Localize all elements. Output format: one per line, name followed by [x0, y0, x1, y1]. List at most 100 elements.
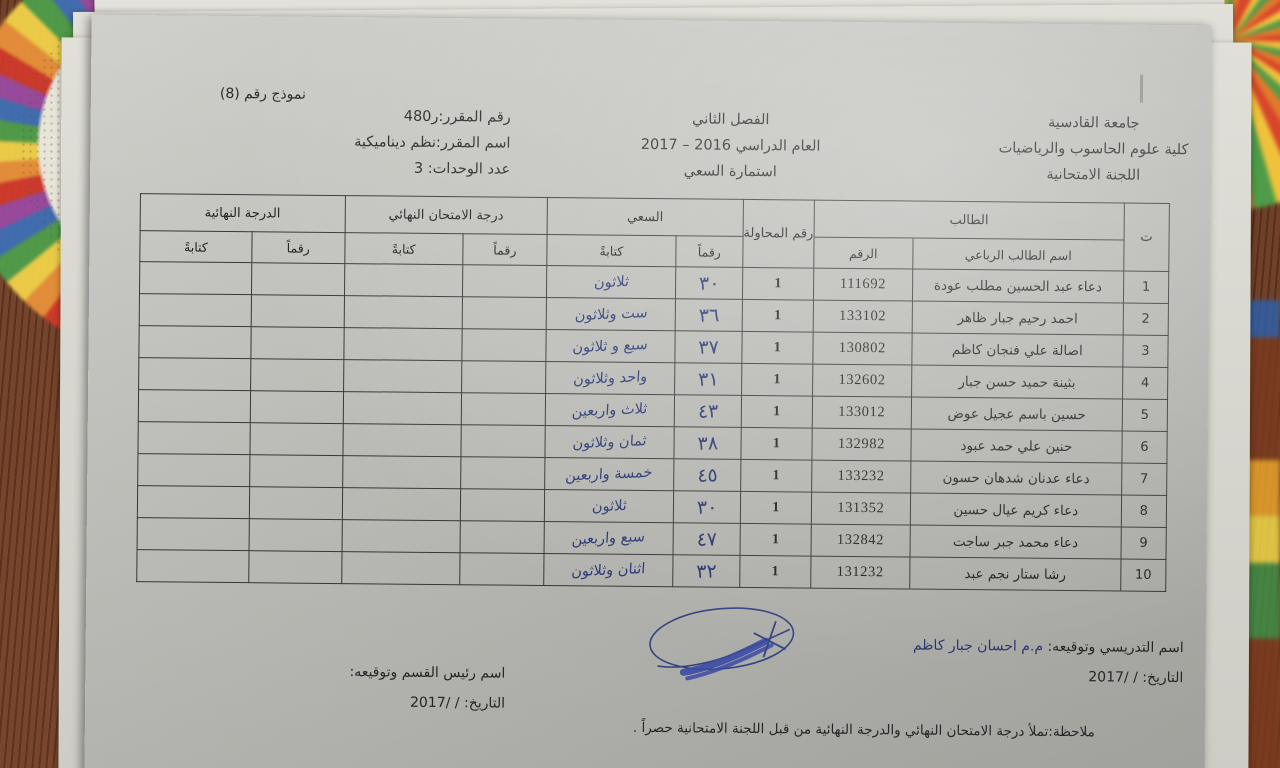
cell-student-name: بثينة حميد حسن جبار: [911, 365, 1123, 400]
cell-final-grade-written: [138, 325, 252, 359]
col-subheader-final-grade-numeric: رقماً: [251, 231, 345, 264]
col-header-coursework: السعي: [547, 197, 744, 237]
cell-final-grade-numeric: [248, 550, 342, 584]
cell-final-grade-written: [137, 485, 250, 519]
cell-coursework-numeric-ink: ٣٧: [697, 335, 719, 359]
cell-final-exam-written: [342, 423, 462, 457]
cell-coursework-numeric-ink: ٣٦: [698, 303, 720, 327]
footer-head-date-value: / /2017: [409, 694, 460, 712]
cell-student-name: دعاء عدنان شدهان حسون: [910, 461, 1122, 496]
col-subheader-coursework-numeric: رقماً: [675, 235, 743, 268]
cell-final-grade-numeric: [251, 294, 345, 328]
cell-coursework-numeric: ٣٦: [675, 298, 743, 332]
cell-coursework-written: واحد وثلاثون: [545, 361, 675, 395]
cell-final-grade-numeric: [249, 454, 343, 488]
cell-final-exam-written: [341, 519, 461, 553]
col-header-student: الطالب: [813, 200, 1125, 241]
header-credit-units: عدد الوحدات: 3: [413, 160, 511, 178]
footer-note: ملاحظة:تملأ درجة الامتحان النهائي والدرج…: [632, 719, 1095, 741]
cell-final-exam-written: [343, 295, 463, 329]
footer-teacher-value: م.م احسان جبار كاظم: [912, 637, 1044, 655]
cell-attempt: 1: [741, 331, 813, 365]
cell-student-id: 133012: [812, 396, 912, 430]
col-subheader-coursework-written: كتابةً: [546, 234, 677, 267]
cell-coursework-written-ink: خمسة واربعين: [565, 464, 654, 485]
cell-coursework-written: ثمان وثلاثون: [544, 425, 675, 459]
footer-teacher-label: اسم التدريسي وتوقيعه:: [1047, 638, 1184, 657]
header-semester: الفصل الثاني: [692, 111, 770, 129]
cell-seq: 2: [1122, 303, 1169, 336]
paper-edge-mark: [1139, 74, 1144, 103]
cell-coursework-written: ثلاثون: [544, 489, 674, 523]
footer-head-label: اسم رئيس القسم وتوقيعه:: [349, 664, 506, 682]
cell-final-grade-written: [136, 549, 250, 583]
cell-student-id: 133232: [811, 460, 911, 494]
grades-table: ت الطالب رقم المحاولة السعي درجة الامتحا…: [136, 193, 1170, 592]
cell-final-exam-numeric: [460, 488, 545, 522]
cell-coursework-written: ثلاث واربعين: [545, 393, 675, 427]
cell-final-grade-numeric: [249, 422, 343, 456]
cell-coursework-numeric-ink: ٤٧: [696, 527, 718, 551]
footer-head-block: اسم رئيس القسم وتوقيعه: التاريخ: / /2017: [349, 657, 505, 718]
footer-teacher-date-label: التاريخ:: [1142, 669, 1184, 687]
grades-table-body: 1 دعاء عبد الحسين مطلب عودة 111692 1 ٣٠ ثلاثو…: [136, 261, 1169, 592]
header-institution-block: جامعة القادسية كلية علوم الحاسوب والرياض…: [998, 109, 1189, 189]
cell-attempt: 1: [741, 363, 813, 397]
cell-student-name: حسين باسم عجيل عوض: [911, 397, 1123, 432]
footer-teacher-date-line: التاريخ: / /2017: [913, 661, 1184, 694]
header-course-name: اسم المقرر:نظم ديناميكية: [354, 134, 511, 152]
cell-final-exam-numeric: [462, 296, 547, 330]
cell-final-exam-numeric: [459, 552, 544, 586]
cell-final-grade-numeric: [250, 358, 344, 392]
header-academic-year: العام الدراسي 2016 – 2017: [640, 136, 821, 155]
cell-coursework-written-ink: اثنان وثلاثون: [570, 560, 646, 580]
cell-coursework-numeric-ink: ٣٢: [695, 559, 717, 583]
cell-final-exam-numeric: [462, 264, 547, 298]
cell-coursework-written: سبع و ثلاثون: [545, 329, 676, 363]
header-committee: اللجنة الامتحانية: [1046, 166, 1141, 184]
cell-coursework-written: ثلاثون: [546, 265, 676, 299]
cell-final-grade-written: [139, 261, 252, 295]
footer-teacher-date-value: / /2017: [1088, 669, 1138, 686]
cell-coursework-written: اثنان وثلاثون: [543, 553, 674, 587]
grades-table-head: ت الطالب رقم المحاولة السعي درجة الامتحا…: [139, 193, 1170, 272]
header-term-block: الفصل الثاني العام الدراسي 2016 – 2017 ا…: [640, 106, 821, 186]
cell-coursework-written: خمسة واربعين: [544, 457, 675, 491]
cell-seq: 8: [1121, 495, 1167, 528]
cell-coursework-written-ink: ثلاثون: [593, 273, 630, 291]
cell-coursework-written: سبع واربعين: [543, 521, 674, 555]
cell-coursework-written-ink: ثلاث واربعين: [571, 400, 649, 420]
cell-attempt: 1: [742, 267, 814, 301]
cell-coursework-numeric: ٣٧: [674, 330, 742, 364]
col-subheader-student-name: اسم الطالب الرباعي: [912, 238, 1124, 272]
cell-student-id: 133102: [812, 300, 913, 334]
cell-final-exam-numeric: [461, 360, 546, 394]
header-form-title: استمارة السعي: [683, 163, 777, 181]
cell-final-exam-written: [341, 487, 461, 521]
cell-student-id: 132982: [811, 428, 912, 462]
cell-final-exam-written: [343, 327, 463, 361]
col-subheader-final-exam-numeric: رقماً: [462, 233, 548, 266]
col-header-seq: ت: [1123, 203, 1170, 272]
cell-coursework-numeric-ink: ٣٨: [696, 431, 719, 455]
cell-student-name: احمد رحيم جبار ظاهر: [911, 301, 1124, 336]
cell-attempt: 1: [740, 459, 812, 493]
cell-attempt: 1: [741, 299, 814, 333]
col-header-final-grade: الدرجة النهائية: [140, 193, 346, 233]
cell-final-exam-numeric: [461, 392, 546, 426]
cell-coursework-numeric: ٤٧: [673, 522, 741, 556]
cell-attempt: 1: [741, 395, 813, 429]
cell-student-name: دعاء كريم عيال حسين: [910, 493, 1122, 528]
cell-student-id: 130802: [812, 332, 912, 366]
header-university: جامعة القادسية: [1047, 114, 1140, 132]
cell-final-exam-numeric: [461, 328, 547, 362]
header-course-block: رقم المقرر:ر480 اسم المقرر:نظم ديناميكية…: [354, 103, 511, 182]
cell-final-exam-written: [341, 551, 460, 585]
cell-final-grade-numeric: [250, 326, 344, 360]
cell-seq: 6: [1121, 431, 1168, 464]
cell-seq: 10: [1120, 559, 1166, 592]
footer-teacher-block: اسم التدريسي وتوقيعه: م.م احسان جبار كاظ…: [913, 631, 1184, 694]
header-course-code: رقم المقرر:ر480: [403, 108, 511, 126]
cell-seq: 4: [1122, 367, 1168, 400]
